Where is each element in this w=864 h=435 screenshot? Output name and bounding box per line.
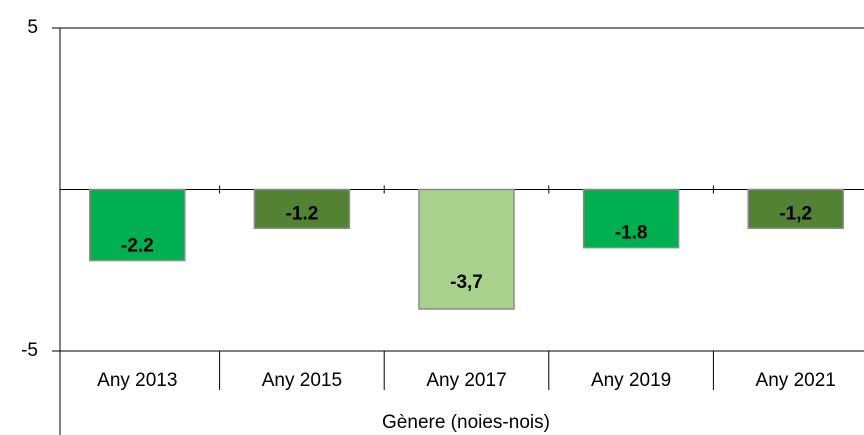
x-tick-label: Any 2017 [426, 370, 506, 391]
value-label: -1,2 [779, 203, 812, 224]
x-tick-label: Any 2015 [262, 370, 342, 391]
bar [747, 188, 844, 230]
bar [418, 188, 515, 310]
x-tick-label: Any 2021 [756, 370, 836, 391]
value-label: -2.2 [121, 236, 154, 257]
bar [253, 188, 351, 230]
x-tick-label: Any 2019 [591, 370, 671, 391]
bar [89, 188, 186, 262]
x-axis-label: Gènere (noies-nois) [382, 412, 550, 433]
bar [582, 188, 680, 249]
value-label: -3,7 [450, 272, 483, 293]
value-label: -1.2 [286, 203, 319, 224]
y-tick-label: -5 [21, 340, 38, 361]
x-tick-label: Any 2013 [97, 370, 177, 391]
y-tick-label: 5 [27, 17, 38, 38]
value-label: -1.8 [615, 223, 648, 244]
